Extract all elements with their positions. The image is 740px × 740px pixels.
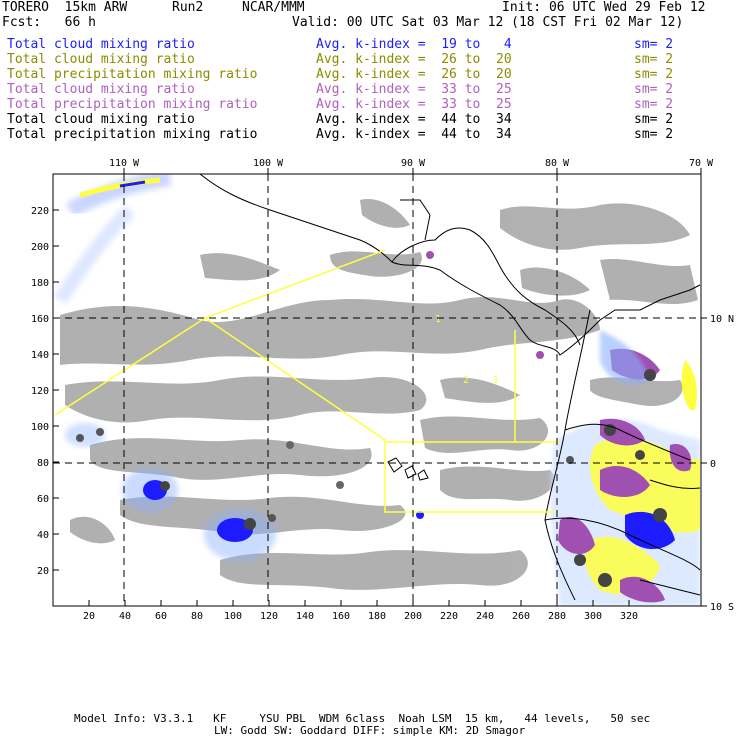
lat-label: 10 N: [710, 314, 734, 325]
x-tick-label: 80: [191, 611, 203, 622]
legend-kindex: Avg. k-index = 33 to 25: [316, 97, 512, 112]
legend-name: Total cloud mixing ratio: [7, 82, 195, 97]
legend-kindex: Avg. k-index = 44 to 34: [316, 112, 512, 127]
x-tick-label: 60: [155, 611, 167, 622]
legend-sm: sm= 2: [634, 82, 674, 97]
storm-cell-central: [204, 509, 276, 561]
legend-name: Total precipitation mixing ratio: [7, 127, 258, 142]
x-tick-label: 100: [224, 611, 242, 622]
lon-labels: 110 W 100 W 90 W 80 W 70 W: [109, 158, 714, 174]
x-tick-label: 260: [512, 611, 530, 622]
init-time: Init: 06 UTC Wed 29 Feb 12: [502, 0, 706, 15]
legend-sm: sm= 2: [634, 37, 674, 52]
cloud-field: [60, 199, 698, 590]
svg-text:1: 1: [435, 314, 441, 325]
valid-time: Valid: 00 UTC Sat 03 Mar 12 (18 CST Fri …: [292, 15, 684, 30]
y-tick-label: 180: [31, 278, 49, 289]
x-tick-label: 320: [620, 611, 638, 622]
lon-label: 90 W: [401, 158, 426, 169]
legend-kindex: Avg. k-index = 44 to 34: [316, 127, 512, 142]
x-tick-label: 40: [119, 611, 131, 622]
legend-kindex: Avg. k-index = 26 to 20: [316, 52, 512, 67]
map-plot: 1 2 3 20 40 60 80 100 120 140 160 180 200 220 240 26…: [31, 158, 734, 622]
legend-sm: sm= 2: [634, 67, 674, 82]
lon-label: 100 W: [253, 158, 284, 169]
legend-kindex: Avg. k-index = 26 to 20: [316, 67, 512, 82]
y-tick-label: 220: [31, 206, 49, 217]
x-axis: 20 40 60 80 100 120 140 160 180 200 220 240 260 280 30…: [83, 600, 638, 622]
legend-name: Total precipitation mixing ratio: [7, 67, 258, 82]
legend-kindex: Avg. k-index = 19 to 4: [316, 37, 512, 52]
lat-labels: 10 N 0 10 S: [701, 314, 734, 613]
lat-label: 0: [710, 459, 716, 470]
legend-name: Total cloud mixing ratio: [7, 52, 195, 67]
y-tick-label: 120: [31, 386, 49, 397]
legend-name: Total precipitation mixing ratio: [7, 97, 258, 112]
x-tick-label: 280: [548, 611, 566, 622]
lon-label: 110 W: [109, 158, 140, 169]
x-tick-label: 160: [332, 611, 350, 622]
legend-name: Total cloud mixing ratio: [7, 37, 195, 52]
legend-name: Total cloud mixing ratio: [7, 112, 195, 127]
y-tick-label: 160: [31, 314, 49, 325]
lat-label: 10 S: [710, 602, 734, 613]
model-name: TORERO 15km ARW: [2, 0, 128, 15]
y-tick-label: 100: [31, 422, 49, 433]
lon-label: 70 W: [689, 158, 714, 169]
y-axis: 220 200 180 160 140 120 100 80 60 40 20: [31, 206, 59, 577]
y-tick-label: 80: [37, 458, 49, 469]
model-physics: LW: Godd SW: Goddard DIFF: simple KM: 2D…: [214, 724, 526, 737]
x-tick-label: 220: [440, 611, 458, 622]
svg-text:3: 3: [492, 375, 498, 386]
legend-sm: sm= 2: [634, 97, 674, 112]
legend-sm: sm= 2: [634, 52, 674, 67]
y-tick-label: 140: [31, 350, 49, 361]
storm-cell-west: [65, 423, 178, 512]
svg-text:2: 2: [463, 375, 469, 386]
legend-kindex: Avg. k-index = 33 to 25: [316, 82, 512, 97]
org-label: NCAR/MMM: [242, 0, 305, 15]
cloud-jet: [54, 174, 172, 304]
y-tick-label: 60: [37, 494, 49, 505]
y-tick-label: 20: [37, 566, 49, 577]
domain-boundaries: 1 2 3: [54, 249, 560, 513]
model-info: Model Info: V3.3.1 KF YSU PBL WDM 6class…: [74, 712, 651, 725]
y-tick-label: 40: [37, 530, 49, 541]
x-tick-label: 240: [476, 611, 494, 622]
x-tick-label: 300: [584, 611, 602, 622]
x-tick-label: 180: [368, 611, 386, 622]
x-tick-label: 120: [260, 611, 278, 622]
forecast-hour: Fcst: 66 h: [2, 15, 96, 30]
legend-sm: sm= 2: [634, 127, 674, 142]
convection-east: [286, 251, 700, 606]
x-tick-label: 140: [296, 611, 314, 622]
lon-label: 80 W: [545, 158, 570, 169]
y-tick-label: 200: [31, 242, 49, 253]
legend-sm: sm= 2: [634, 112, 674, 127]
x-tick-label: 20: [83, 611, 95, 622]
x-tick-label: 200: [404, 611, 422, 622]
latlon-grid: [53, 174, 701, 606]
run-label: Run2: [172, 0, 204, 15]
